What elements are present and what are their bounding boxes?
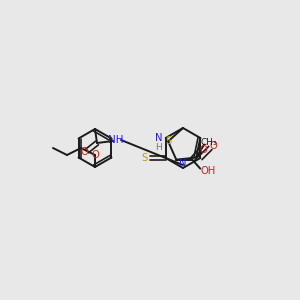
- Text: NH: NH: [108, 135, 124, 145]
- Text: O: O: [200, 145, 207, 155]
- Text: O: O: [91, 150, 99, 160]
- Text: S: S: [165, 136, 171, 146]
- Text: N: N: [179, 158, 187, 168]
- Text: H: H: [155, 142, 162, 152]
- Text: O: O: [209, 141, 217, 151]
- Text: N: N: [155, 133, 162, 143]
- Text: CH₃: CH₃: [201, 138, 217, 147]
- Text: O: O: [80, 147, 88, 157]
- Text: OH: OH: [201, 166, 216, 176]
- Text: S: S: [142, 153, 148, 163]
